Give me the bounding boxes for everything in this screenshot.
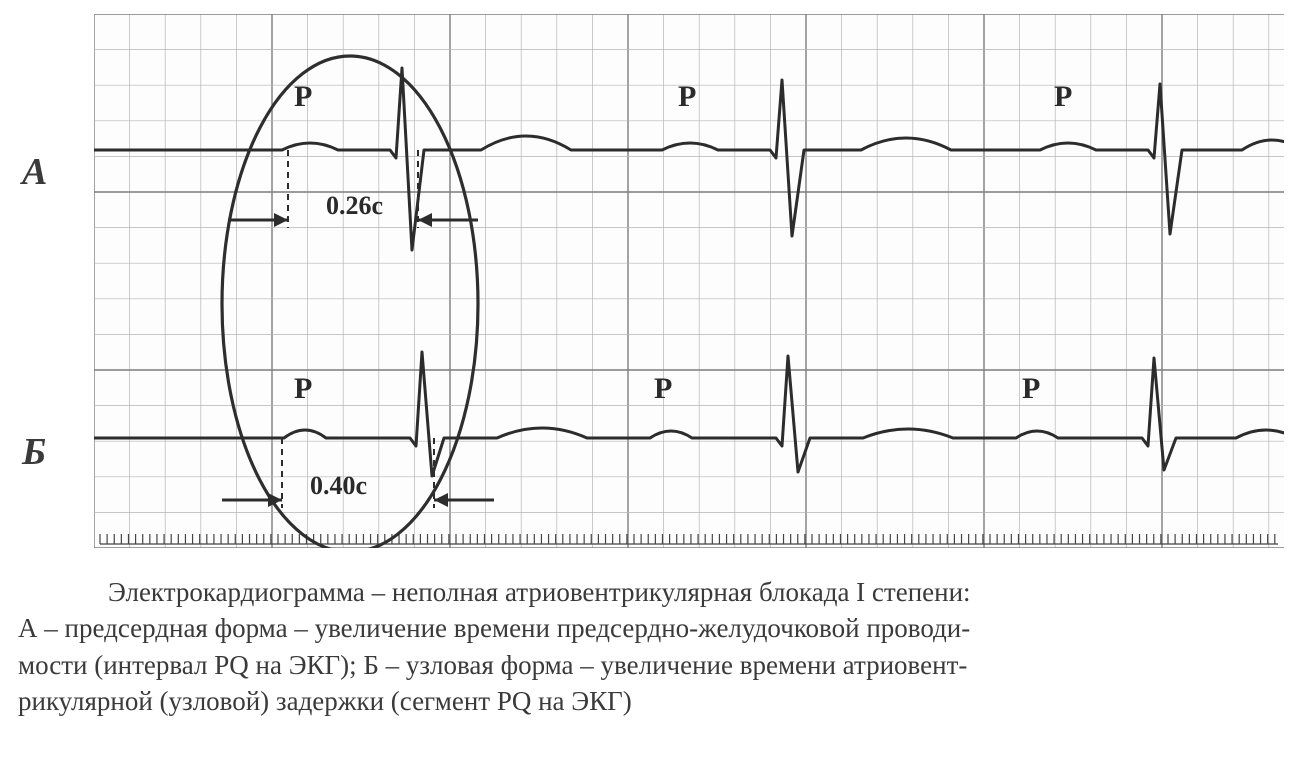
- svg-text:P: P: [294, 80, 312, 113]
- caption-line-1: Электрокардиограмма – неполная атриовент…: [18, 574, 1288, 610]
- ecg-chart: P P P P P P 0.26с 0.40с: [94, 14, 1284, 548]
- caption-line-4: рикулярной (узловой) задержки (сегмент P…: [18, 683, 1288, 719]
- svg-text:P: P: [294, 372, 312, 405]
- svg-text:P: P: [1022, 372, 1040, 405]
- lead-label-B: Б: [22, 430, 46, 474]
- svg-text:P: P: [654, 372, 672, 405]
- svg-text:P: P: [1054, 80, 1072, 113]
- svg-text:0.40с: 0.40с: [310, 471, 367, 500]
- figure-caption: Электрокардиограмма – неполная атриовент…: [18, 574, 1288, 720]
- lead-label-A: А: [22, 150, 47, 194]
- svg-text:0.26с: 0.26с: [326, 191, 383, 220]
- caption-line-3: мости (интервал PQ на ЭКГ); Б – узловая …: [18, 647, 1288, 683]
- svg-text:P: P: [678, 80, 696, 113]
- ecg-svg: P P P P P P 0.26с 0.40с: [94, 14, 1284, 548]
- caption-line-2: А – предсердная форма – увеличение време…: [18, 610, 1288, 646]
